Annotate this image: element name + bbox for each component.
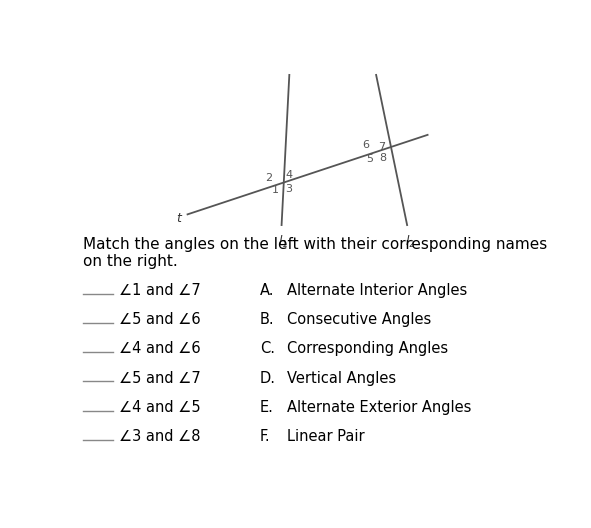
Text: $l_2$: $l_2$ <box>405 234 415 250</box>
Text: ∠4 and ∠6: ∠4 and ∠6 <box>119 341 200 356</box>
Text: 3: 3 <box>285 184 292 194</box>
Text: Consecutive Angles: Consecutive Angles <box>287 312 431 327</box>
Text: 2: 2 <box>265 173 272 183</box>
Text: Alternate Exterior Angles: Alternate Exterior Angles <box>287 400 472 415</box>
Text: $t$: $t$ <box>176 212 183 225</box>
Text: E.: E. <box>260 400 274 415</box>
Text: B.: B. <box>260 312 274 327</box>
Text: ∠1 and ∠7: ∠1 and ∠7 <box>119 283 200 298</box>
Text: 4: 4 <box>285 170 292 180</box>
Text: 5: 5 <box>366 154 374 164</box>
Text: A.: A. <box>260 283 274 298</box>
Text: C.: C. <box>260 341 275 356</box>
Text: Alternate Interior Angles: Alternate Interior Angles <box>287 283 467 298</box>
Text: 6: 6 <box>362 140 369 150</box>
Text: 8: 8 <box>379 153 387 163</box>
Text: Linear Pair: Linear Pair <box>287 429 365 444</box>
Text: ∠5 and ∠7: ∠5 and ∠7 <box>119 371 200 385</box>
Text: ∠3 and ∠8: ∠3 and ∠8 <box>119 429 200 444</box>
Text: ∠5 and ∠6: ∠5 and ∠6 <box>119 312 200 327</box>
Text: 1: 1 <box>272 185 279 195</box>
Text: F.: F. <box>260 429 271 444</box>
Text: Match the angles on the left with their corresponding names
on the right.: Match the angles on the left with their … <box>83 237 547 269</box>
Text: $l_1$: $l_1$ <box>278 234 288 250</box>
Text: D.: D. <box>260 371 276 385</box>
Text: Corresponding Angles: Corresponding Angles <box>287 341 448 356</box>
Text: 7: 7 <box>378 142 385 152</box>
Text: Vertical Angles: Vertical Angles <box>287 371 396 385</box>
Text: ∠4 and ∠5: ∠4 and ∠5 <box>119 400 200 415</box>
